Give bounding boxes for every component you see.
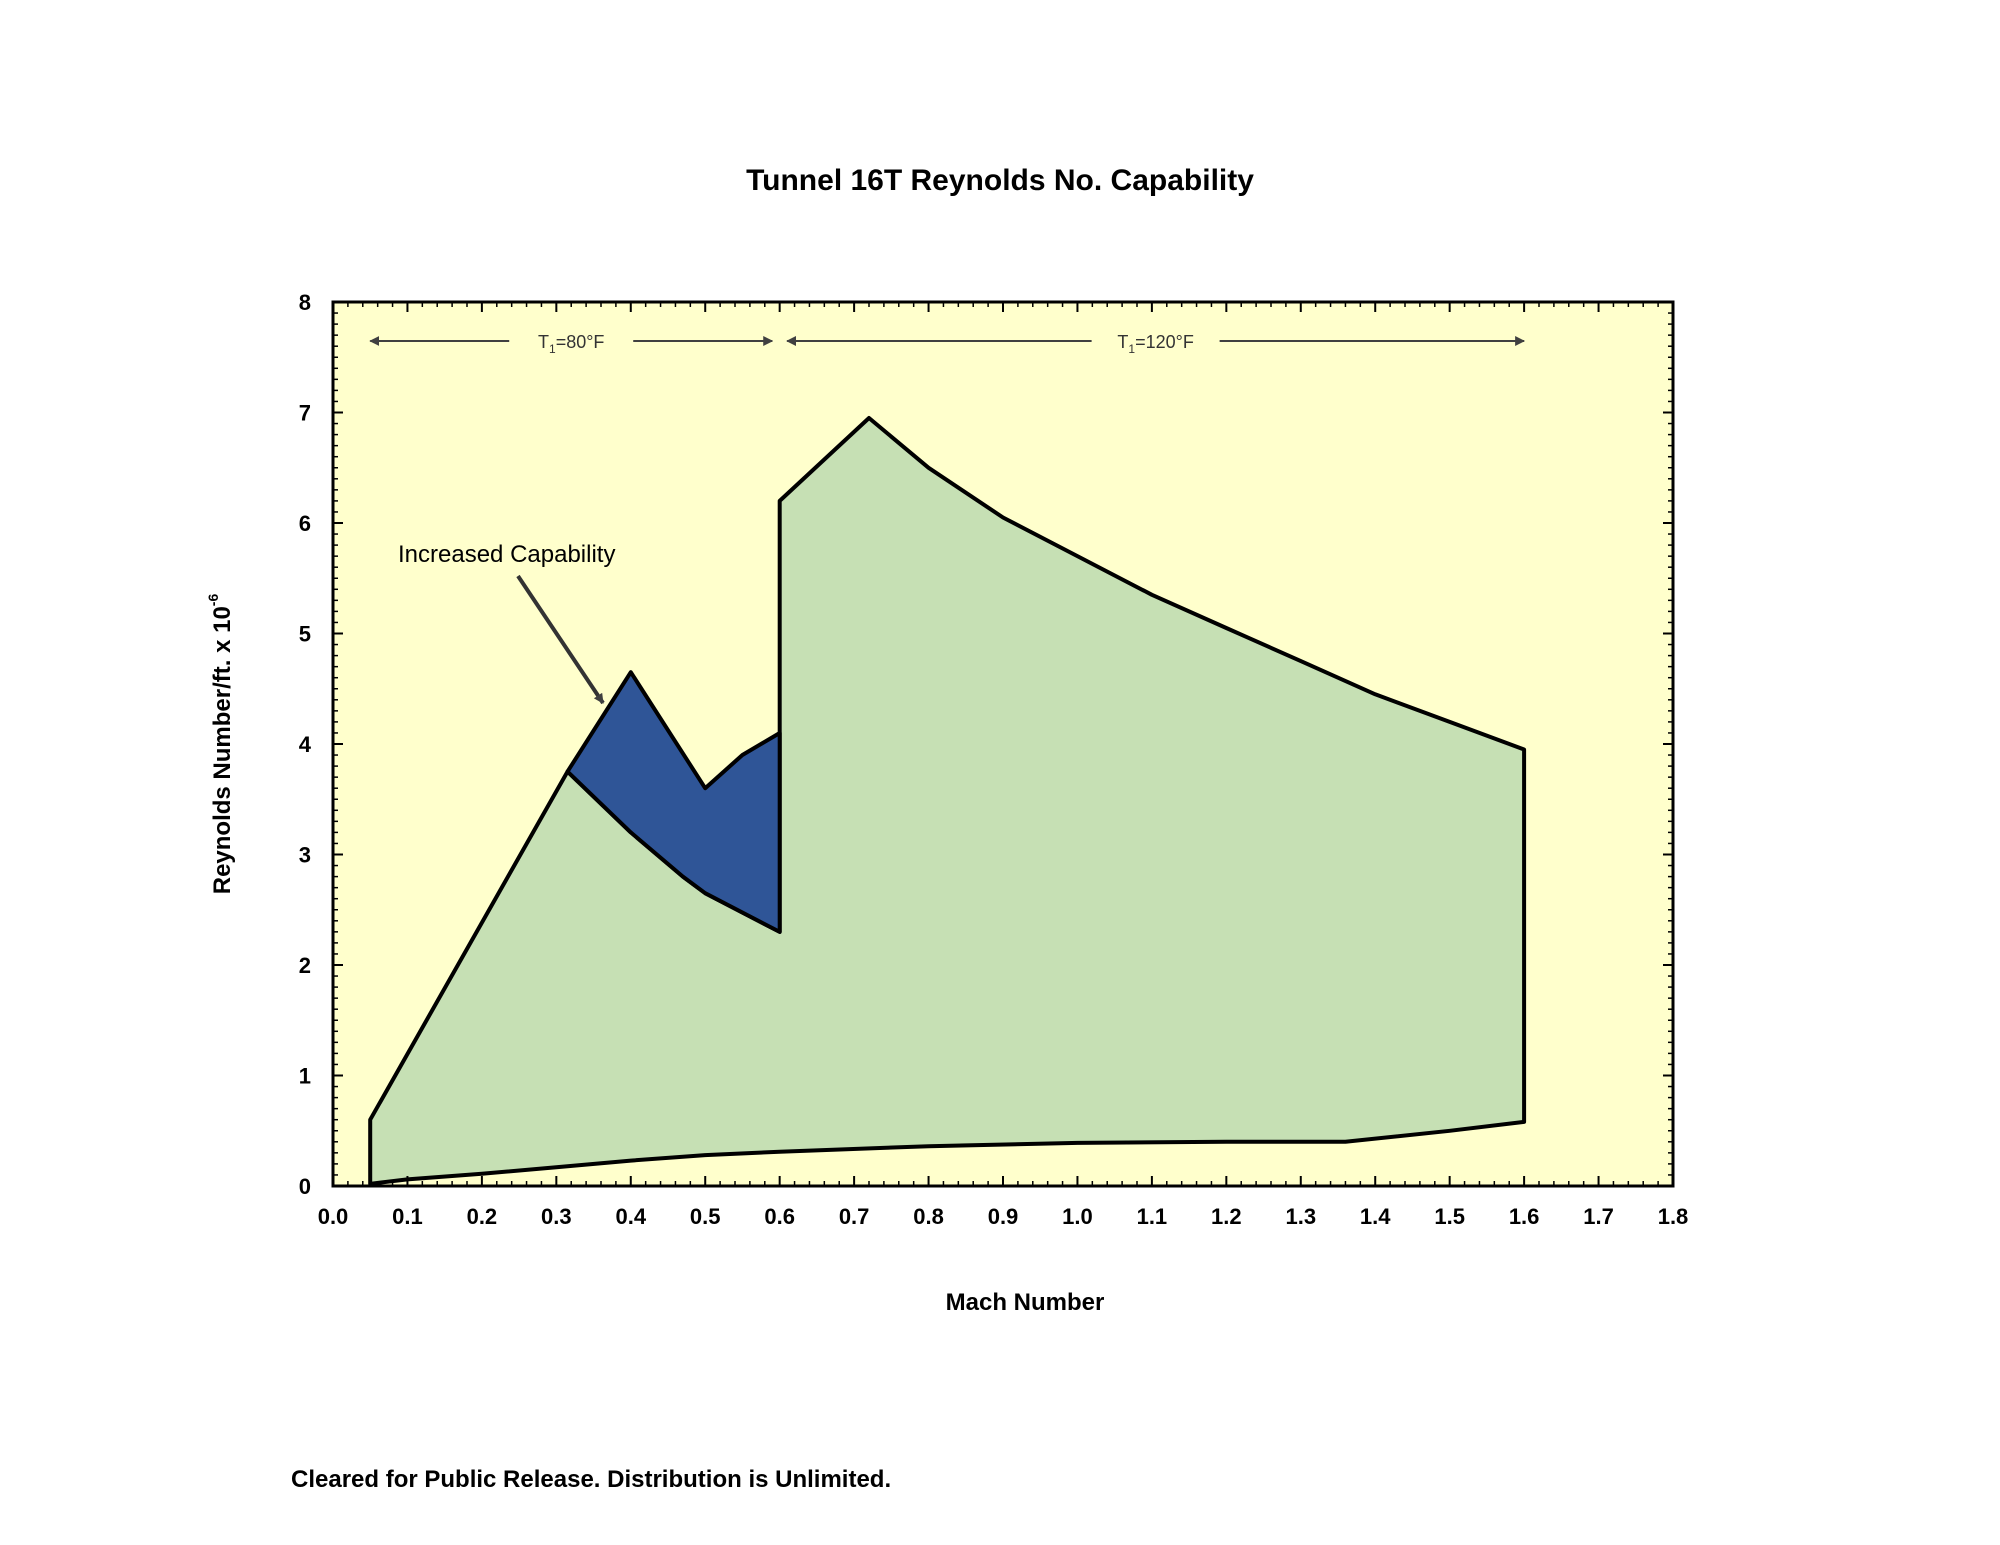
- x-tick-label: 0.2: [467, 1204, 498, 1229]
- tick-layer: 0.0 0.1 0.2 0.3 0.4 0.5 0.6 0.7 0.8 0.9 1.0 1.1 1.2 1…: [299, 290, 1689, 1229]
- x-tick-label: 1.1: [1137, 1204, 1168, 1229]
- temperature-80f-label: T1=80°F: [538, 332, 604, 356]
- y-axis-label-main: Reynolds Number/ft. x 10: [209, 606, 236, 894]
- y-tick-label: 1: [299, 1064, 311, 1089]
- temperature-80f-label-value: =80°F: [556, 332, 605, 352]
- y-tick-label: 6: [299, 511, 311, 536]
- x-tick-label: 1.5: [1434, 1204, 1465, 1229]
- x-tick-label: 1.6: [1509, 1204, 1540, 1229]
- x-tick-label: 0.5: [690, 1204, 721, 1229]
- x-tick-label: 0.6: [764, 1204, 795, 1229]
- temperature-120f-label: T1=120°F: [1117, 332, 1193, 356]
- increased-capability-label: Increased Capability: [398, 541, 615, 568]
- x-tick-label: 1.4: [1360, 1204, 1391, 1229]
- x-tick-label: 1.8: [1658, 1204, 1689, 1229]
- temperature-120f-label-subscript: 1: [1128, 342, 1135, 356]
- y-tick-label: 5: [299, 622, 311, 647]
- x-tick-label: 1.0: [1062, 1204, 1093, 1229]
- x-tick-label: 1.3: [1285, 1204, 1316, 1229]
- temperature-120f-label-symbol: T: [1117, 332, 1128, 352]
- x-tick-label: 0.8: [913, 1204, 944, 1229]
- x-tick-label: 0.0: [318, 1204, 349, 1229]
- x-axis-label: Mach Number: [946, 1289, 1105, 1316]
- x-tick-label: 0.1: [392, 1204, 423, 1229]
- y-tick-label: 0: [299, 1174, 311, 1199]
- temperature-80f-label-symbol: T: [538, 332, 549, 352]
- y-tick-label: 7: [299, 401, 311, 426]
- y-tick-label: 2: [299, 953, 311, 978]
- y-axis-label: Reynolds Number/ft. x 10-6: [205, 594, 236, 895]
- increased-capability-region: [565, 670, 782, 934]
- envelope-layer: [368, 416, 1527, 1186]
- x-tick-label: 0.7: [839, 1204, 870, 1229]
- y-tick-label: 4: [299, 732, 312, 757]
- release-note: Cleared for Public Release. Distribution…: [291, 1466, 892, 1493]
- chart-title: Tunnel 16T Reynolds No. Capability: [746, 164, 1254, 197]
- x-tick-label: 1.2: [1211, 1204, 1242, 1229]
- x-tick-label: 0.3: [541, 1204, 572, 1229]
- x-tick-label: 0.9: [988, 1204, 1019, 1229]
- temperature-80f-label-subscript: 1: [549, 342, 556, 356]
- y-tick-label: 8: [299, 290, 311, 315]
- x-tick-label: 1.7: [1583, 1204, 1614, 1229]
- temperature-120f-label-value: =120°F: [1135, 332, 1194, 352]
- y-tick-label: 3: [299, 843, 311, 868]
- x-tick-label: 0.4: [615, 1204, 646, 1229]
- increased-capability-pointer: [516, 574, 605, 705]
- y-axis-label-exponent: -6: [205, 594, 221, 607]
